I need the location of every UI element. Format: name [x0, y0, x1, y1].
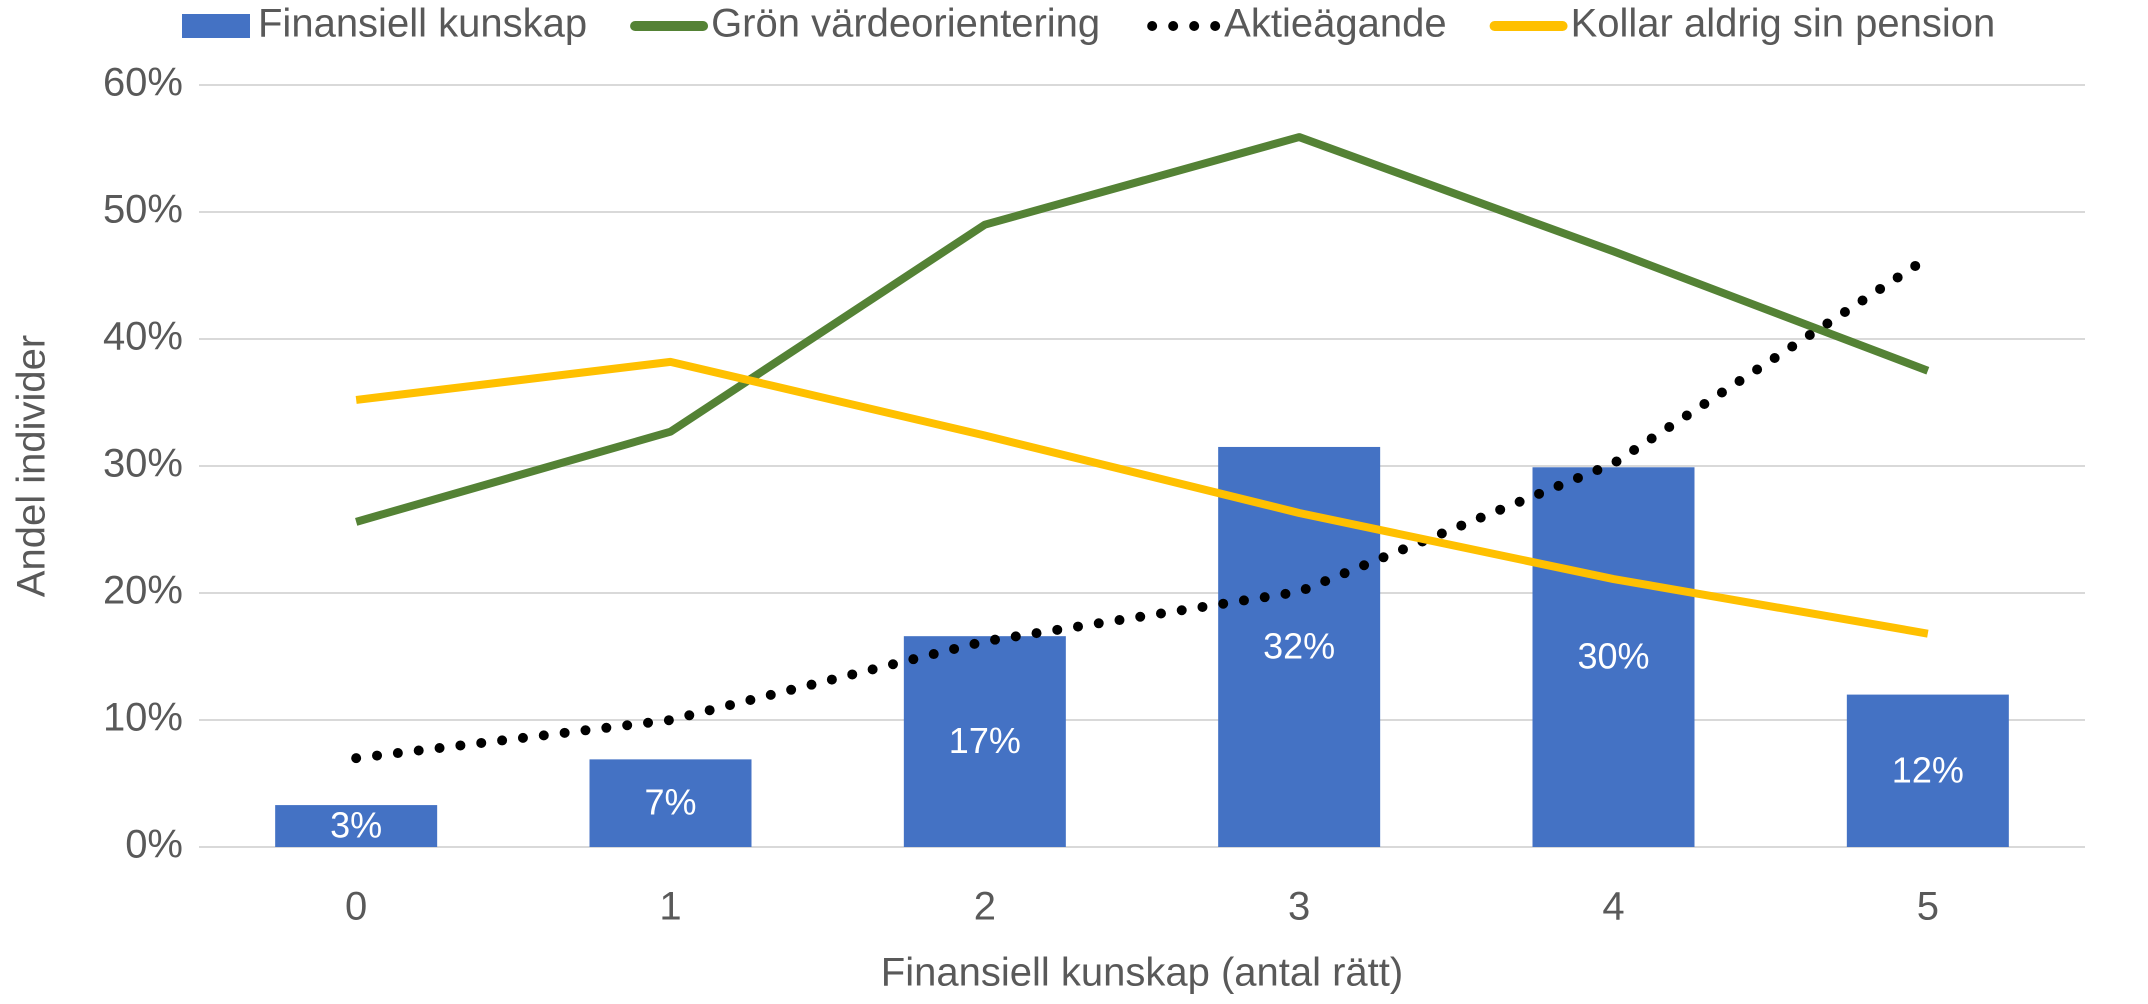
legend-label: Finansiell kunskap	[258, 2, 587, 46]
y-tick-label: 10%	[103, 696, 183, 740]
legend-label: Kollar aldrig sin pension	[1571, 2, 1996, 46]
legend-item: Aktieägande	[1147, 2, 1447, 46]
x-axis-title: Finansiell kunskap (antal rätt)	[881, 951, 1403, 995]
bar	[589, 759, 752, 847]
x-tick-label: 3	[1288, 885, 1310, 929]
line-series	[351, 252, 1933, 764]
x-tick-label: 4	[1602, 885, 1624, 929]
bar	[275, 805, 438, 847]
bar-value-label: 3%	[330, 805, 382, 846]
x-tick-label: 2	[974, 885, 996, 929]
y-tick-label: 50%	[103, 188, 183, 232]
y-axis-title: Andel individer	[10, 335, 54, 597]
line-series	[355, 133, 1930, 526]
bar	[1532, 467, 1695, 847]
x-tick-label: 1	[659, 885, 681, 929]
legend-item: Grön värdeorientering	[630, 2, 1100, 46]
y-tick-label: 20%	[103, 569, 183, 613]
bar	[1846, 694, 2009, 847]
legend-label: Aktieägande	[1224, 2, 1446, 46]
legend-swatch	[182, 14, 250, 38]
bar-value-label: 32%	[1263, 625, 1335, 666]
x-tick-label: 0	[345, 885, 367, 929]
x-tick-label: 5	[1917, 885, 1939, 929]
y-tick-label: 30%	[103, 442, 183, 486]
legend-label: Grön värdeorientering	[711, 2, 1100, 46]
y-tick-label: 40%	[103, 315, 183, 359]
legend-item: Finansiell kunskap	[182, 2, 587, 46]
line-series	[355, 357, 1929, 638]
bar-value-label: 17%	[949, 720, 1021, 761]
bar	[903, 636, 1066, 847]
bar-value-label: 30%	[1577, 636, 1649, 677]
bar-value-label: 12%	[1892, 749, 1964, 790]
y-tick-label: 60%	[103, 61, 183, 105]
bar-value-label: 7%	[644, 782, 696, 823]
legend-item: Kollar aldrig sin pension	[1489, 2, 1996, 46]
y-tick-label: 0%	[125, 823, 183, 867]
